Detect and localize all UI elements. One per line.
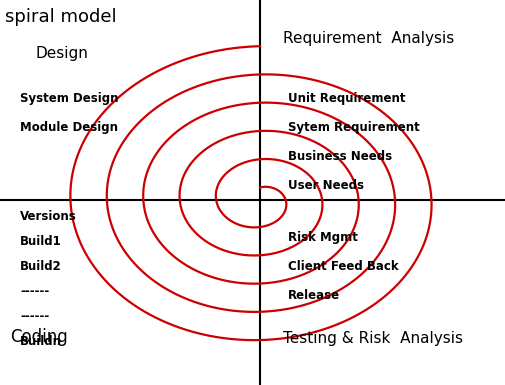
Text: Build2: Build2 xyxy=(20,260,62,273)
Text: Buildn: Buildn xyxy=(20,335,62,348)
Text: System Design: System Design xyxy=(20,92,119,105)
Text: Coding: Coding xyxy=(10,328,68,346)
Text: User Needs: User Needs xyxy=(288,179,364,192)
Text: Build1: Build1 xyxy=(20,235,62,248)
Text: Unit Requirement: Unit Requirement xyxy=(288,92,406,105)
Text: Business Needs: Business Needs xyxy=(288,150,392,163)
Text: ------: ------ xyxy=(20,285,49,298)
Text: Release: Release xyxy=(288,289,340,302)
Text: Design: Design xyxy=(35,46,88,61)
Text: Client Feed Back: Client Feed Back xyxy=(288,260,398,273)
Text: Versions: Versions xyxy=(20,210,77,223)
Text: Sytem Requirement: Sytem Requirement xyxy=(288,121,420,134)
Text: Risk Mgmt: Risk Mgmt xyxy=(288,231,358,244)
Text: Module Design: Module Design xyxy=(20,121,118,134)
Text: Testing & Risk  Analysis: Testing & Risk Analysis xyxy=(283,331,463,346)
Text: Requirement  Analysis: Requirement Analysis xyxy=(283,31,454,46)
Text: spiral model: spiral model xyxy=(5,8,117,26)
Text: ------: ------ xyxy=(20,310,49,323)
